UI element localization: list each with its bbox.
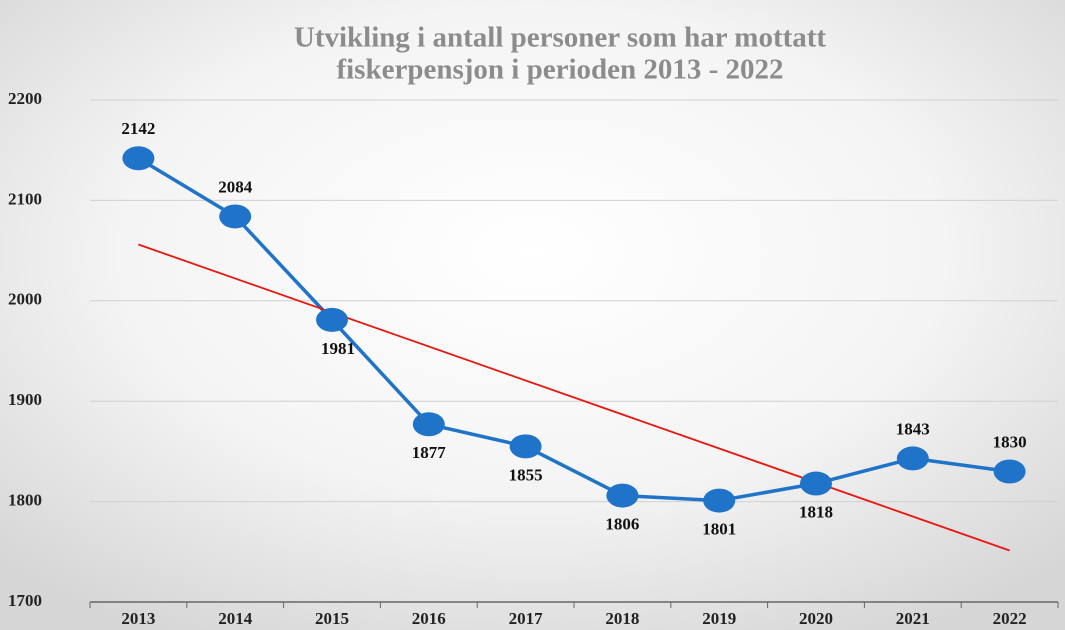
data-point (316, 307, 348, 332)
data-point (993, 459, 1026, 484)
x-tick-label: 2017 (509, 609, 544, 628)
x-tick-label: 2020 (799, 609, 833, 628)
y-tick-label: 2000 (8, 290, 42, 309)
x-tick-label: 2019 (702, 609, 736, 628)
data-label: 2084 (218, 177, 253, 196)
y-tick-label: 1800 (8, 491, 42, 510)
data-label: 2142 (121, 119, 155, 138)
chart-title: fiskerpensjon i perioden 2013 - 2022 (336, 54, 783, 86)
data-label: 1801 (702, 520, 736, 539)
data-point (219, 204, 252, 229)
data-point (800, 471, 832, 496)
trendline (138, 243, 1010, 552)
data-point (412, 412, 445, 437)
data-label: 1855 (509, 465, 543, 484)
x-tick-label: 2014 (218, 609, 253, 628)
data-label: 1877 (412, 443, 447, 462)
y-tick-label: 2200 (8, 89, 42, 108)
y-tick-label: 1700 (8, 591, 42, 610)
data-label: 1806 (605, 514, 639, 533)
x-tick-label: 2018 (605, 609, 639, 628)
x-tick-label: 2015 (315, 609, 349, 628)
data-label: 1830 (993, 432, 1027, 451)
data-label: 1981 (321, 339, 355, 358)
data-point (896, 446, 929, 471)
x-tick-label: 2022 (993, 609, 1027, 628)
data-point (606, 483, 639, 508)
data-label: 1818 (799, 502, 833, 521)
chart-title: Utvikling i antall personer som har mott… (294, 22, 827, 54)
x-tick-label: 2013 (121, 609, 155, 628)
data-point (122, 146, 155, 171)
data-label: 1843 (896, 419, 930, 438)
y-tick-label: 1900 (8, 390, 42, 409)
x-tick-label: 2021 (896, 609, 930, 628)
x-tick-label: 2016 (412, 609, 446, 628)
data-point (509, 434, 542, 459)
data-point (703, 488, 736, 513)
data-line (137, 156, 1010, 503)
y-tick-label: 2100 (8, 189, 42, 208)
